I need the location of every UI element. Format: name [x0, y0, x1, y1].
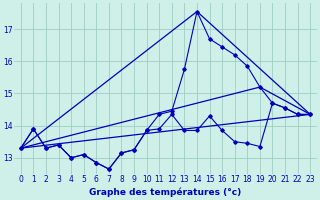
X-axis label: Graphe des températures (°c): Graphe des températures (°c)	[89, 187, 242, 197]
